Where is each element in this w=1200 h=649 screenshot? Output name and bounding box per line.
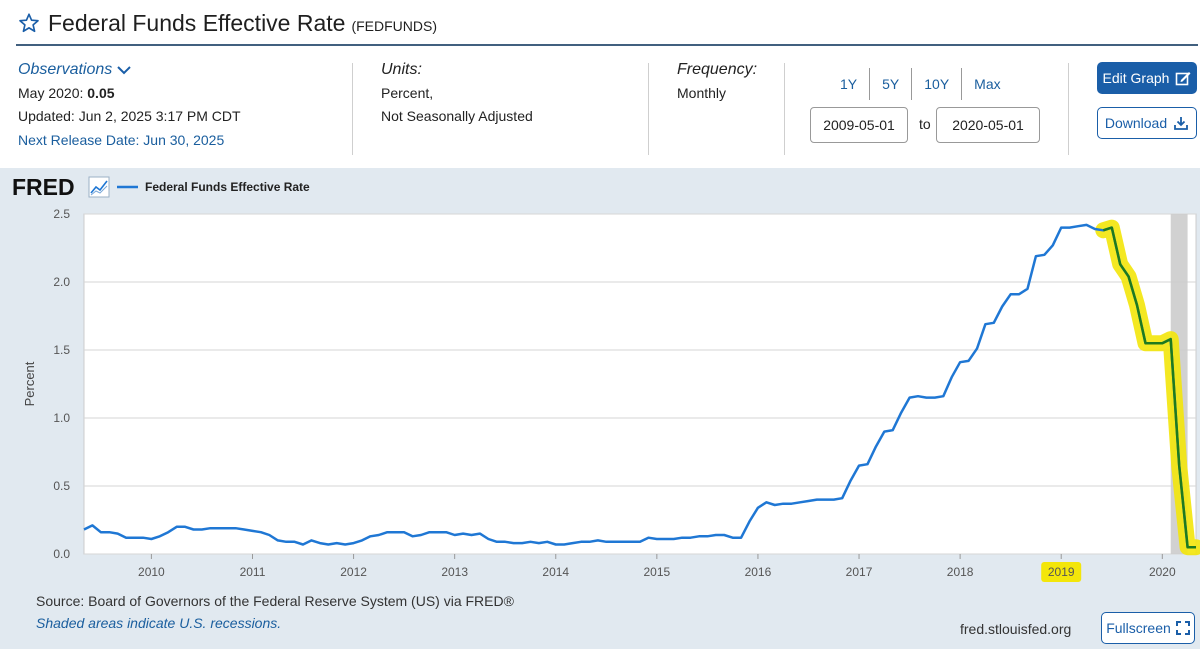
- y-tick-labels: 0.0 0.5 1.0 1.5 2.0 2.5: [53, 207, 70, 561]
- fred-url[interactable]: fred.stlouisfed.org: [960, 621, 1072, 637]
- series-id: (FEDFUNDS): [351, 18, 437, 34]
- x-tick-label: 2019: [1048, 565, 1075, 579]
- y-tick-label: 1.5: [53, 343, 70, 357]
- series-layer: [83, 223, 1196, 549]
- observations-dropdown[interactable]: Observations: [18, 58, 241, 82]
- units-label: Units:: [381, 61, 422, 78]
- next-release-link[interactable]: Next Release Date: Jun 30, 2025: [18, 131, 225, 148]
- series-line: [83, 223, 1196, 549]
- x-tick-label: 2012: [340, 565, 367, 579]
- y-tick-label: 0.5: [53, 479, 70, 493]
- range-10y-button[interactable]: 10Y: [912, 68, 963, 100]
- legend-label: Federal Funds Effective Rate: [145, 180, 310, 194]
- observations-label: Observations: [18, 61, 113, 78]
- title-divider: [16, 44, 1198, 46]
- grid-lines: [84, 213, 1196, 555]
- highlight-trace-line: [1102, 226, 1196, 549]
- x-tick-label: 2013: [441, 565, 468, 579]
- edit-graph-label: Edit Graph: [1102, 70, 1170, 86]
- x-tick-label: 2011: [240, 565, 266, 579]
- graph-panel: FRED Federal Funds Effective Rate 0.0 0.5…: [0, 168, 1200, 649]
- x-tick-label: 2018: [947, 565, 974, 579]
- download-icon: [1174, 117, 1189, 130]
- start-date-input[interactable]: 2009-05-01: [810, 107, 908, 143]
- star-icon[interactable]: [18, 12, 40, 34]
- units-value-line2: Not Seasonally Adjusted: [381, 108, 533, 124]
- source-text: Source: Board of Governors of the Federa…: [36, 593, 514, 609]
- fred-chart: FRED Federal Funds Effective Rate 0.0 0.5…: [12, 174, 1200, 582]
- y-tick-label: 2.0: [53, 275, 70, 289]
- edit-graph-button[interactable]: Edit Graph: [1097, 62, 1197, 94]
- page-title: Federal Funds Effective Rate: [48, 9, 346, 36]
- observations-section: Observations May 2020: 0.05 Updated: Jun…: [18, 58, 241, 152]
- fullscreen-label: Fullscreen: [1106, 620, 1171, 636]
- download-button[interactable]: Download: [1097, 107, 1197, 139]
- x-tick-label: 2020: [1149, 565, 1176, 579]
- edit-icon: [1176, 72, 1191, 86]
- x-tick-label: 2010: [138, 565, 165, 579]
- chevron-down-icon: [117, 66, 131, 75]
- x-tick-label: 2014: [542, 565, 569, 579]
- divider: [1068, 63, 1069, 155]
- y-axis-label: Percent: [22, 361, 37, 406]
- x-tick-label: 2016: [745, 565, 772, 579]
- frequency-value: Monthly: [677, 84, 727, 101]
- latest-observation-date: May 2020:: [18, 84, 88, 101]
- y-tick-label: 2.5: [53, 207, 70, 221]
- divider: [352, 63, 353, 155]
- range-buttons: 1Y 5Y 10Y Max: [828, 68, 1013, 100]
- fullscreen-icon: [1175, 621, 1190, 635]
- fred-logo[interactable]: FRED: [12, 174, 75, 200]
- units-value-line1: Percent,: [381, 84, 434, 101]
- recession-note: Shaded areas indicate U.S. recessions.: [36, 615, 282, 631]
- frequency-label: Frequency:: [677, 61, 758, 78]
- end-date-input[interactable]: 2020-05-01: [936, 107, 1040, 143]
- units-section: Units: Percent, Not Seasonally Adjusted: [381, 58, 533, 129]
- x-tick-label: 2015: [643, 565, 670, 579]
- fred-logo-sparkline-icon: [88, 176, 110, 198]
- title-row: Federal Funds Effective Rate (FEDFUNDS): [18, 8, 437, 38]
- latest-observation-value: 0.05: [87, 84, 115, 101]
- divider: [648, 63, 649, 155]
- x-tick-labels: 2010 2011 2012 2013 2014 2015 2016 2017 2018 2019…: [138, 554, 1176, 579]
- range-1y-button[interactable]: 1Y: [828, 68, 871, 100]
- frequency-section: Frequency: Monthly: [677, 58, 757, 105]
- range-max-button[interactable]: Max: [974, 76, 1001, 92]
- to-label: to: [919, 116, 931, 132]
- divider: [784, 63, 785, 155]
- y-tick-label: 1.0: [53, 411, 70, 425]
- fullscreen-button[interactable]: Fullscreen: [1101, 612, 1195, 644]
- plot-area: [83, 213, 1197, 555]
- range-5y-button[interactable]: 5Y: [870, 68, 913, 100]
- download-label: Download: [1104, 115, 1168, 131]
- updated-text: Updated: Jun 2, 2025 3:17 PM CDT: [18, 108, 241, 124]
- latest-observation: May 2020: 0.05: [18, 82, 241, 106]
- x-tick-label: 2017: [846, 565, 873, 579]
- y-tick-label: 0.0: [53, 547, 70, 561]
- tick-label-highlight: [1041, 562, 1082, 582]
